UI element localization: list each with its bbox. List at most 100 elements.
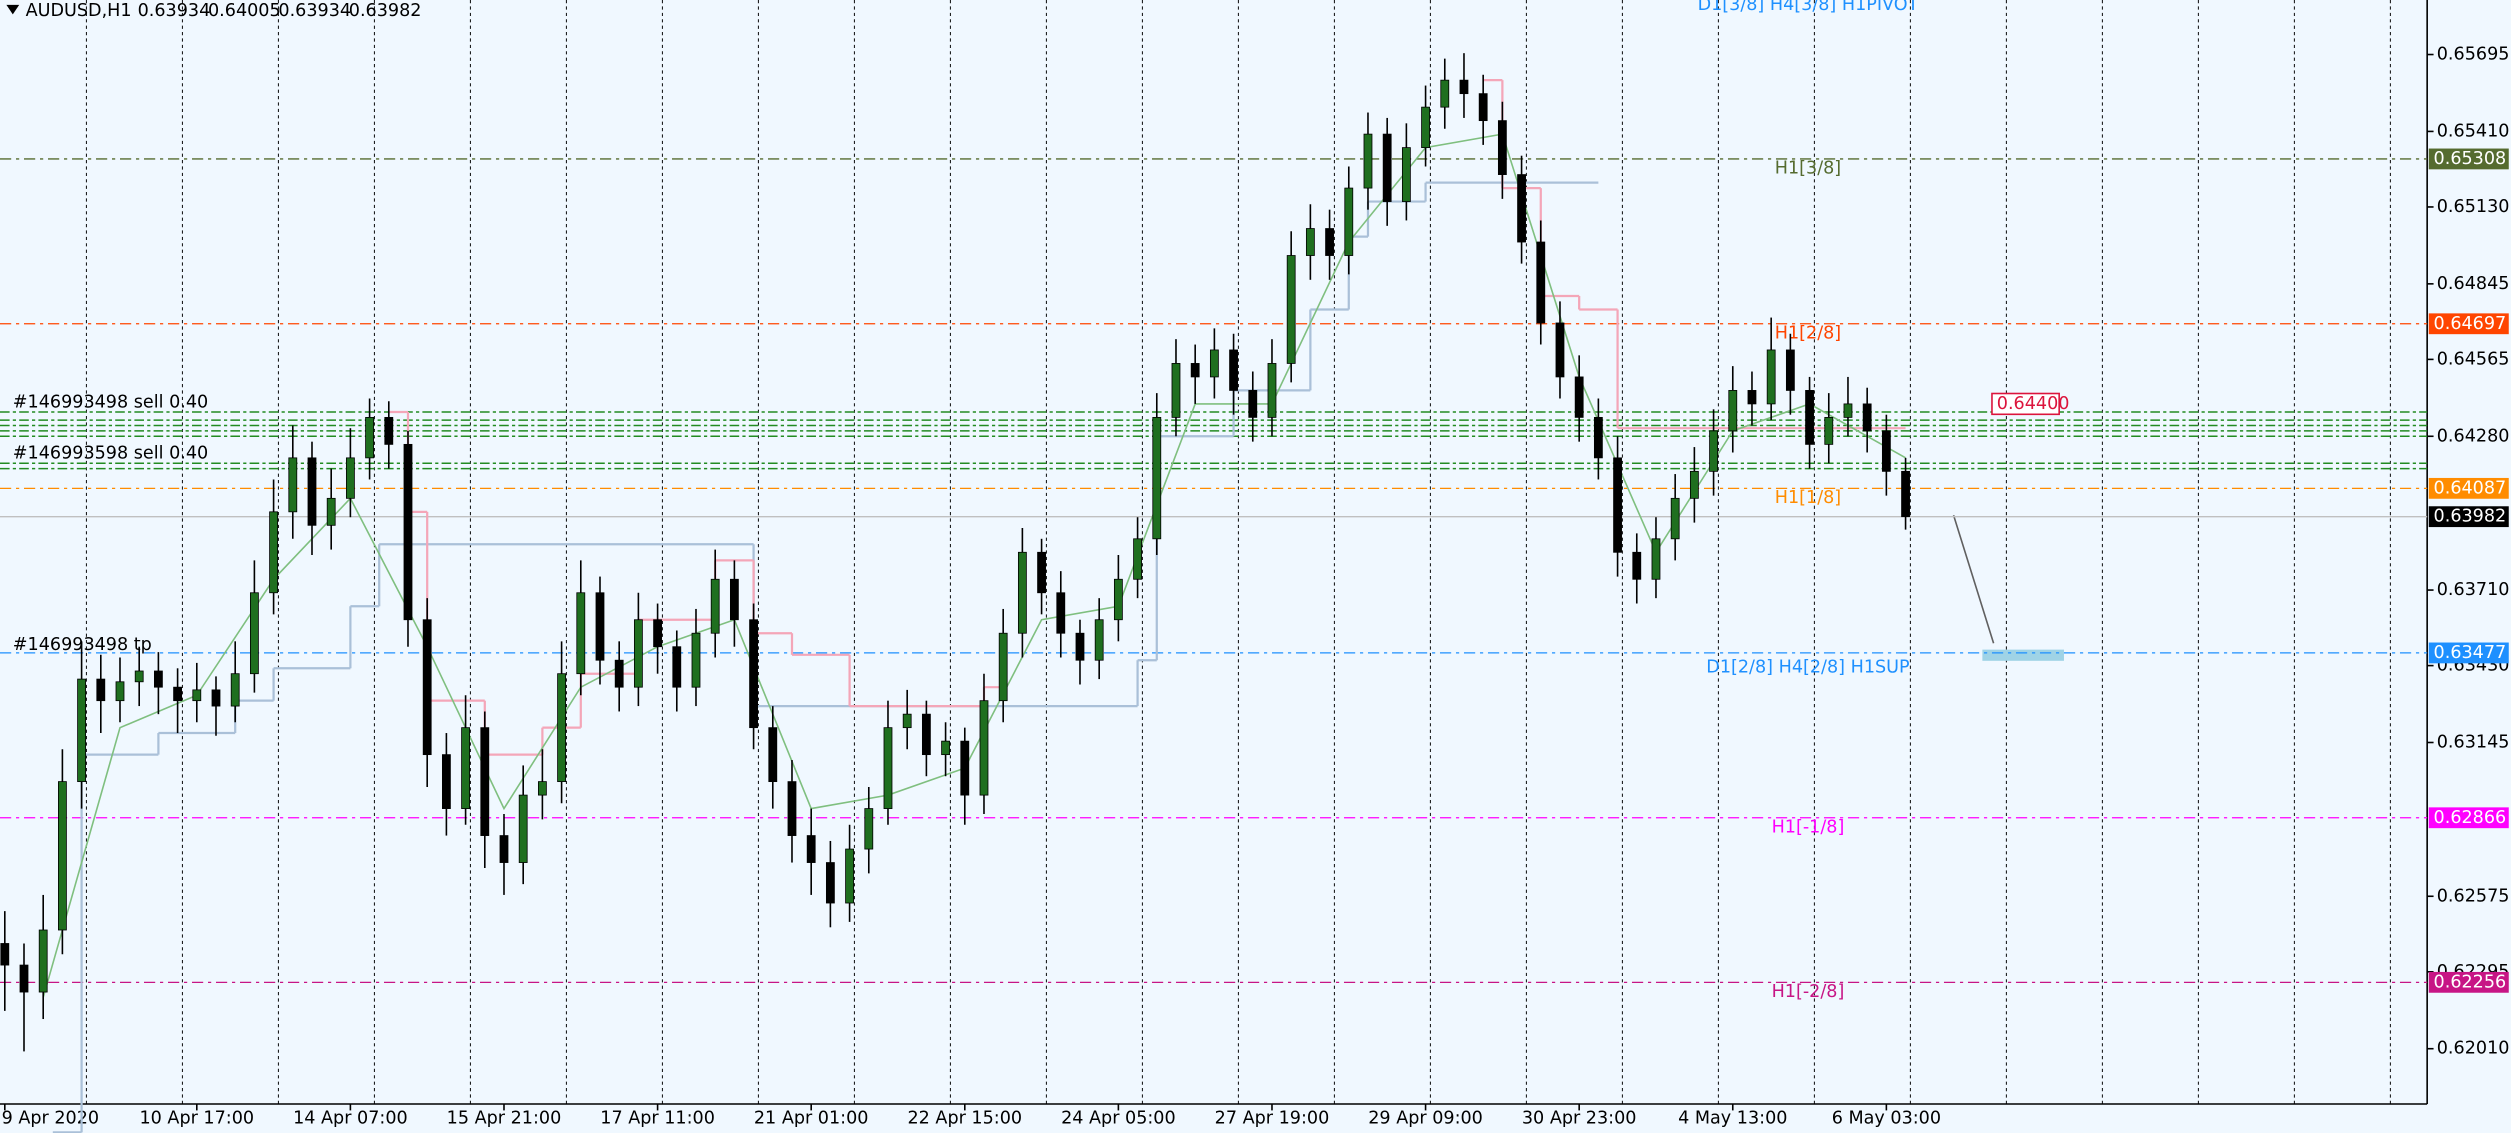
candle-body bbox=[729, 578, 739, 621]
header-open: 0.63934 bbox=[138, 1, 211, 21]
y-tick-label: 0.65410 bbox=[2437, 121, 2510, 141]
candle-body bbox=[0, 943, 10, 966]
y-tick-label: 0.64280 bbox=[2437, 426, 2510, 446]
candle-body bbox=[288, 457, 298, 513]
time-grid bbox=[85, 0, 2391, 1105]
x-tick-label: 22 Apr 15:00 bbox=[907, 1108, 1022, 1128]
candle-body bbox=[441, 754, 451, 809]
x-tick-label: 21 Apr 01:00 bbox=[754, 1108, 869, 1128]
candle-body bbox=[691, 632, 701, 688]
level-label: H1[-1/8] bbox=[1772, 817, 1845, 837]
current-price-label: 0.63982 bbox=[2434, 507, 2507, 527]
candle-body bbox=[1670, 497, 1680, 540]
pivot-label: D1[3/8] H4[3/8] H1PIVOT bbox=[1698, 0, 1919, 15]
candle-body bbox=[1056, 592, 1066, 634]
price-box bbox=[1991, 392, 2060, 416]
y-tick-label: 0.64565 bbox=[2437, 349, 2510, 369]
level-label: H1[1/8] bbox=[1775, 488, 1841, 508]
y-tick-label: 0.62575 bbox=[2437, 886, 2510, 906]
candle-body bbox=[1555, 322, 1565, 378]
candle-body bbox=[595, 592, 605, 661]
header-low: 0.63934 bbox=[278, 1, 351, 21]
candle-body bbox=[1017, 551, 1027, 634]
header-close: 0.63982 bbox=[349, 1, 422, 21]
candle-body bbox=[864, 808, 874, 850]
candle-body bbox=[1133, 538, 1142, 580]
candle-body bbox=[115, 681, 125, 702]
candle-body bbox=[480, 727, 490, 836]
candle-body bbox=[1325, 228, 1334, 256]
candle-body bbox=[384, 416, 394, 445]
candle-body bbox=[921, 713, 931, 756]
menu-arrow[interactable] bbox=[6, 4, 20, 15]
candle-body bbox=[1421, 106, 1430, 149]
candle-body bbox=[461, 727, 470, 809]
candle-body bbox=[422, 619, 432, 756]
candle-body bbox=[230, 673, 240, 707]
candle-body bbox=[1209, 349, 1219, 378]
price-label: 0.63477 bbox=[2434, 643, 2507, 663]
candle-body bbox=[1037, 551, 1046, 594]
price-label-box bbox=[2428, 807, 2509, 829]
candle-body bbox=[1689, 470, 1699, 499]
candle-body bbox=[365, 416, 374, 459]
price-label: 0.64697 bbox=[2434, 314, 2507, 334]
candle-body bbox=[1363, 133, 1373, 189]
candle-body bbox=[1709, 430, 1718, 472]
candle-body bbox=[1286, 255, 1296, 364]
candle-body bbox=[1401, 147, 1411, 202]
order-label: #146993498 sell 0.40 bbox=[13, 392, 208, 412]
candle-body bbox=[1632, 551, 1642, 580]
candle-body bbox=[1805, 390, 1814, 445]
level-label: H1[-2/8] bbox=[1772, 982, 1845, 1002]
x-tick-label: 6 May 03:00 bbox=[1832, 1108, 1941, 1128]
candle-body bbox=[653, 619, 662, 648]
candle-body bbox=[1248, 390, 1258, 418]
candle-body bbox=[1766, 349, 1776, 405]
candle-body bbox=[77, 678, 86, 783]
candle-body bbox=[1344, 187, 1354, 256]
x-tick-label: 29 Apr 09:00 bbox=[1368, 1108, 1483, 1128]
candle-body bbox=[192, 689, 202, 702]
candle-body bbox=[1229, 349, 1238, 391]
candle-body bbox=[1497, 120, 1507, 175]
candle-body bbox=[845, 848, 854, 904]
candle-body bbox=[979, 700, 989, 796]
x-tick-label: 10 Apr 17:00 bbox=[139, 1108, 254, 1128]
y-tick-label: 0.63145 bbox=[2437, 732, 2510, 752]
price-label-box bbox=[2428, 313, 2509, 335]
candle-body bbox=[326, 497, 336, 526]
candle-body bbox=[345, 457, 355, 499]
candle-body bbox=[710, 578, 720, 634]
x-tick-label: 4 May 13:00 bbox=[1678, 1108, 1787, 1128]
candle-body bbox=[825, 862, 835, 904]
level-label: H1[2/8] bbox=[1775, 323, 1841, 343]
candle-body bbox=[1843, 403, 1853, 418]
trend-line bbox=[1952, 514, 1995, 644]
candle-body bbox=[153, 670, 163, 688]
candle-body bbox=[38, 929, 48, 993]
x-tick-label: 14 Apr 07:00 bbox=[293, 1108, 408, 1128]
candle-body bbox=[614, 659, 624, 688]
candle-body bbox=[787, 781, 797, 836]
order-label: #146993598 sell 0.40 bbox=[13, 444, 208, 464]
candle-body bbox=[557, 673, 566, 783]
candle-body bbox=[998, 632, 1008, 702]
price-label-box bbox=[2428, 148, 2509, 170]
candle-body bbox=[1824, 416, 1834, 445]
candle-body bbox=[1536, 241, 1546, 324]
candle-body bbox=[1190, 363, 1200, 378]
candle-body bbox=[1574, 376, 1584, 418]
candle-body bbox=[249, 592, 259, 675]
target-box bbox=[1982, 649, 2064, 661]
candle-body bbox=[1440, 79, 1450, 108]
candle-body bbox=[1613, 457, 1622, 553]
candle-body bbox=[96, 678, 106, 702]
symbol: AUDUSD,H1 bbox=[26, 1, 132, 21]
current-price-box bbox=[2428, 506, 2509, 528]
x-tick-label: 9 Apr 2020 bbox=[2, 1108, 100, 1128]
price-label-box bbox=[2428, 642, 2509, 664]
candle-body bbox=[1171, 363, 1181, 418]
